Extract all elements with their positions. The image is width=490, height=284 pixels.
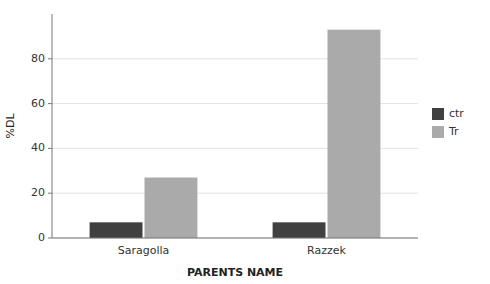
y-tick-label: 60 — [31, 97, 45, 110]
y-axis-line — [52, 14, 53, 238]
y-tick-label: 0 — [38, 231, 45, 244]
y-tick — [48, 148, 52, 149]
bars — [90, 30, 381, 238]
legend-label: Tr — [448, 125, 459, 138]
y-tick-label: 40 — [31, 141, 45, 154]
chart-container: 0 20 40 60 80 Saragolla Razzek PARENTS NAME %DL c… — [0, 0, 490, 284]
axes: 0 20 40 60 80 Saragolla Razzek — [31, 14, 418, 257]
legend-label: ctr — [449, 107, 464, 120]
bar — [273, 222, 326, 238]
y-tick — [48, 238, 52, 239]
x-axis-line — [52, 238, 418, 239]
y-tick — [48, 58, 52, 59]
x-axis-label: PARENTS NAME — [187, 266, 283, 279]
y-tick — [48, 103, 52, 104]
bar — [90, 222, 143, 238]
bar — [328, 30, 381, 238]
legend-swatch — [432, 108, 444, 120]
chart-svg: 0 20 40 60 80 Saragolla Razzek PARENTS NAME %DL c… — [0, 0, 490, 284]
y-tick-label: 20 — [31, 186, 45, 199]
y-tick — [48, 193, 52, 194]
bar — [145, 178, 198, 238]
legend: ctr Tr — [432, 107, 464, 138]
legend-swatch — [432, 126, 444, 138]
y-axis-label: %DL — [4, 113, 17, 139]
grid-line — [52, 238, 418, 239]
y-tick-label: 80 — [31, 52, 45, 65]
x-tick-label: Saragolla — [118, 244, 170, 257]
x-tick-label: Razzek — [307, 244, 346, 257]
